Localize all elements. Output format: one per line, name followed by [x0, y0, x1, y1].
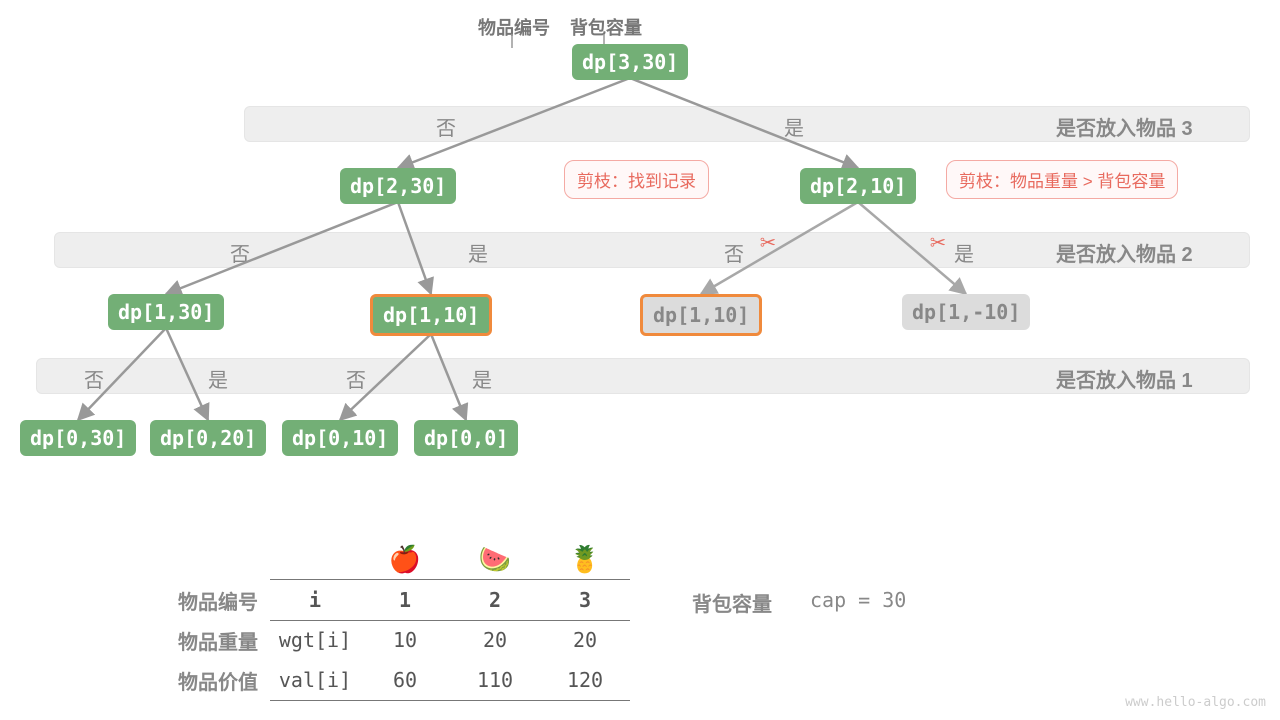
tree-node: dp[1,10] — [640, 294, 762, 336]
band-label: 是否放入物品 2 — [1056, 238, 1193, 267]
tree-node: dp[0,30] — [20, 420, 136, 456]
items-table: 🍎🍉🍍 物品编号 i123 物品重量 wgt[i]102020 物品价值 val… — [160, 540, 960, 700]
table-header-cell: 2 — [450, 580, 540, 620]
capacity-label: 背包容量 — [692, 588, 772, 617]
header-item-id: 物品编号 — [478, 14, 550, 40]
capacity-value: cap = 30 — [810, 588, 906, 612]
branch-label-no: 否 — [230, 238, 250, 267]
item-icon: 🍎 — [360, 545, 450, 575]
table-header-cell: 1 — [360, 580, 450, 620]
table-header-cell: i — [270, 580, 360, 620]
band-label: 是否放入物品 3 — [1056, 112, 1193, 141]
branch-label-yes: 是 — [208, 364, 228, 393]
scissors-icon: ✂ — [930, 228, 946, 258]
tree-node: dp[0,0] — [414, 420, 518, 456]
branch-label-yes: 是 — [468, 238, 488, 267]
item-icon: 🍍 — [540, 545, 630, 575]
tree-node: dp[0,10] — [282, 420, 398, 456]
band-label: 是否放入物品 1 — [1056, 364, 1193, 393]
branch-label-yes: 是 — [954, 238, 974, 267]
scissors-icon: ✂ — [760, 228, 776, 258]
table-header-cell: 3 — [540, 580, 630, 620]
tree-node: dp[1,-10] — [902, 294, 1030, 330]
table-cell: 60 — [360, 660, 450, 700]
tree-node: dp[2,10] — [800, 168, 916, 204]
branch-label-no: 否 — [84, 364, 104, 393]
table-row-label-0: 物品编号 — [160, 586, 270, 615]
branch-label-no: 否 — [436, 112, 456, 141]
watermark: www.hello-algo.com — [1125, 695, 1266, 710]
table-key-cell: wgt[i] — [270, 620, 360, 660]
table-cell: 10 — [360, 620, 450, 660]
item-icon: 🍉 — [450, 545, 540, 575]
branch-label-yes: 是 — [472, 364, 492, 393]
table-cell: 20 — [540, 620, 630, 660]
tree-node: dp[3,30] — [572, 44, 688, 80]
tree-node: dp[1,10] — [370, 294, 492, 336]
branch-label-yes: 是 — [784, 112, 804, 141]
pruning-callout: 剪枝：物品重量 > 背包容量 — [946, 160, 1178, 199]
table-cell: 120 — [540, 660, 630, 700]
tree-node: dp[2,30] — [340, 168, 456, 204]
table-cell: 110 — [450, 660, 540, 700]
header-capacity: 背包容量 — [570, 14, 642, 40]
branch-label-no: 否 — [724, 238, 744, 267]
branch-label-no: 否 — [346, 364, 366, 393]
table-cell: 20 — [450, 620, 540, 660]
table-row-label-1: 物品重量 — [160, 626, 270, 655]
tree-node: dp[1,30] — [108, 294, 224, 330]
pruning-callout: 剪枝：找到记录 — [564, 160, 709, 199]
tree-node: dp[0,20] — [150, 420, 266, 456]
table-row-label-2: 物品价值 — [160, 666, 270, 695]
table-key-cell: val[i] — [270, 660, 360, 700]
